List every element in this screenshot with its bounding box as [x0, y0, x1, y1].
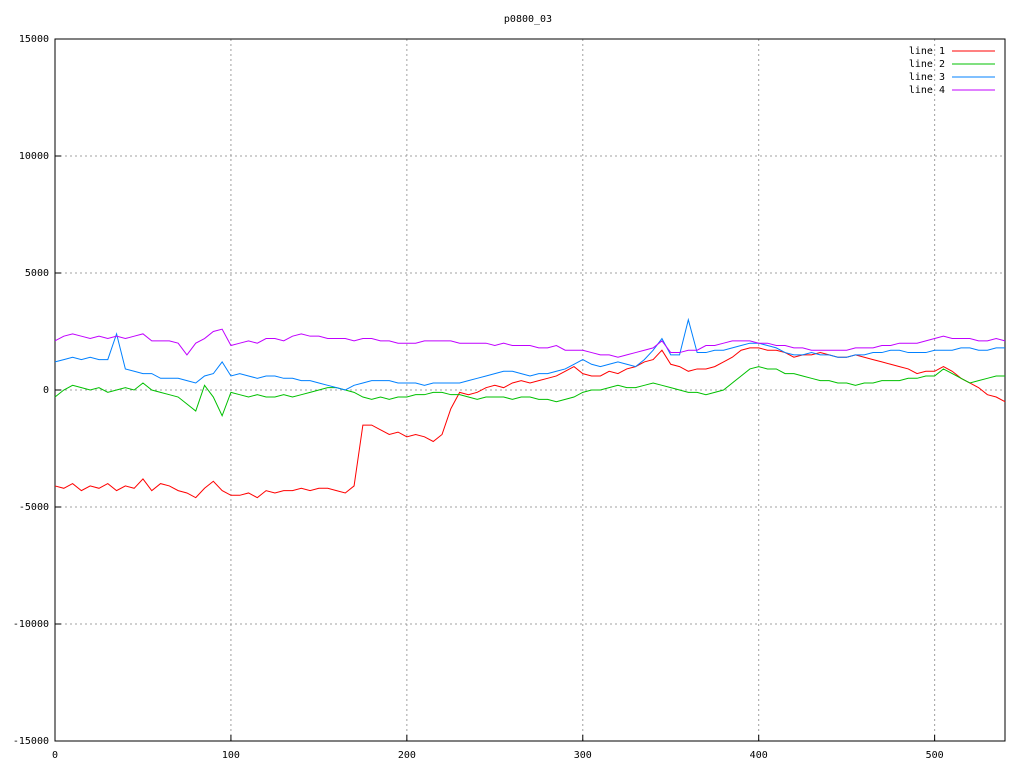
legend-label: line 1	[909, 46, 945, 57]
chart-title: p0800_03	[504, 14, 552, 25]
legend-label: line 2	[909, 59, 945, 70]
x-tick-label: 300	[574, 750, 592, 761]
x-tick-label: 400	[750, 750, 768, 761]
x-tick-label: 200	[398, 750, 416, 761]
y-tick-label: 10000	[19, 151, 49, 162]
plot-frame	[54, 38, 1006, 742]
y-tick-label: -10000	[13, 619, 49, 630]
y-tick-label: -5000	[19, 502, 49, 513]
x-tick-label: 100	[222, 750, 240, 761]
x-tick-label: 500	[926, 750, 944, 761]
legend-label: line 4	[909, 85, 945, 96]
y-tick-label: 0	[43, 385, 49, 396]
x-tick-label: 0	[52, 750, 58, 761]
legend-label: line 3	[909, 72, 945, 83]
series-line	[54, 328, 1006, 358]
y-tick-label: 5000	[25, 268, 49, 279]
series-line	[54, 317, 1005, 391]
series-line	[54, 366, 1005, 418]
y-tick-label: 15000	[19, 34, 49, 45]
y-tick-label: -15000	[13, 736, 49, 747]
